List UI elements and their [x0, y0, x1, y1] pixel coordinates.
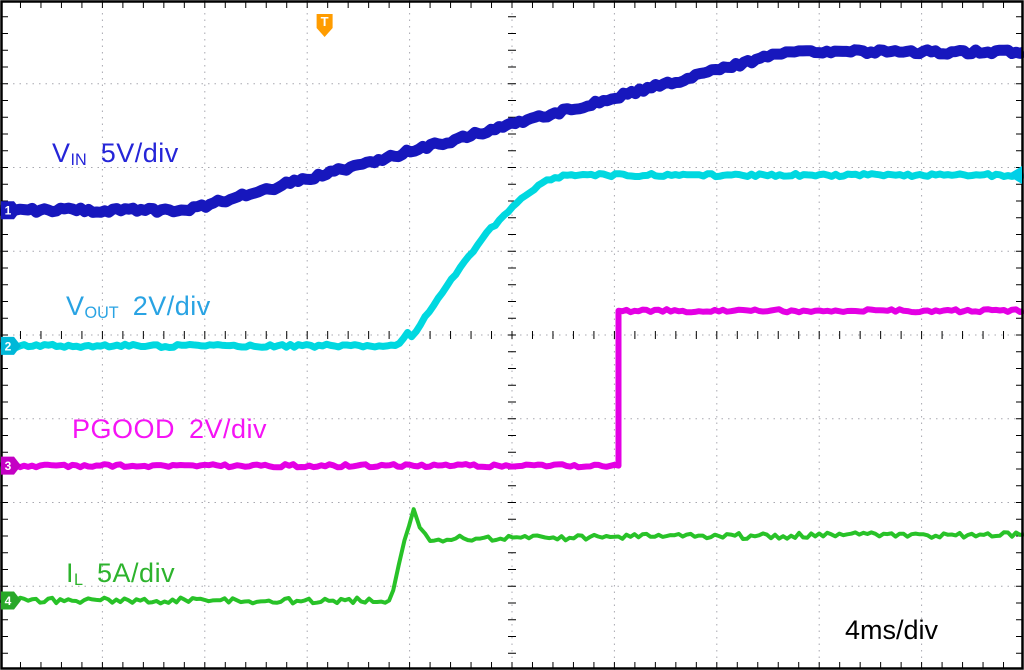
vout-label: VOUT 2V/div: [66, 291, 211, 323]
pgood-label: PGOOD 2V/div: [72, 414, 267, 446]
trigger-marker: T: [316, 14, 333, 37]
channel-2-marker: 2: [1, 336, 21, 355]
channel-3-marker: 3: [1, 456, 21, 475]
trigger-label: T: [321, 14, 329, 29]
pgood-label-symbol: PGOOD: [72, 414, 176, 444]
il-label-scale: 5A/div: [97, 558, 176, 588]
trace-vout: [0, 170, 1024, 351]
il-label: IL 5A/div: [66, 558, 175, 590]
channel-1-number: 1: [5, 204, 12, 218]
vin-label-scale: 5V/div: [100, 138, 179, 168]
channel-1-marker: 1: [1, 201, 21, 220]
channel-4-number: 4: [5, 594, 12, 608]
channel-4-marker: 4: [1, 591, 21, 610]
il-label-symbol: I: [66, 558, 75, 588]
vout-label-scale: 2V/div: [132, 291, 211, 321]
waveform-traces: [0, 44, 1024, 606]
trace-pgood: [0, 306, 1024, 471]
vin-label-symbol: V: [52, 138, 71, 168]
pgood-label-scale: 2V/div: [189, 414, 268, 444]
vout-label-subscript: OUT: [84, 303, 119, 322]
vin-label-subscript: IN: [70, 150, 87, 169]
vin-label: VIN 5V/div: [52, 138, 179, 170]
trace-vin: [0, 44, 1024, 218]
trace-il: [0, 507, 1024, 606]
ch2-level-marker: [1007, 166, 1022, 185]
channel-2-number: 2: [5, 339, 12, 353]
vout-label-symbol: V: [66, 291, 85, 321]
channel-3-number: 3: [5, 459, 12, 473]
il-label-subscript: L: [74, 570, 84, 589]
timebase-label: 4ms/div: [844, 615, 938, 645]
